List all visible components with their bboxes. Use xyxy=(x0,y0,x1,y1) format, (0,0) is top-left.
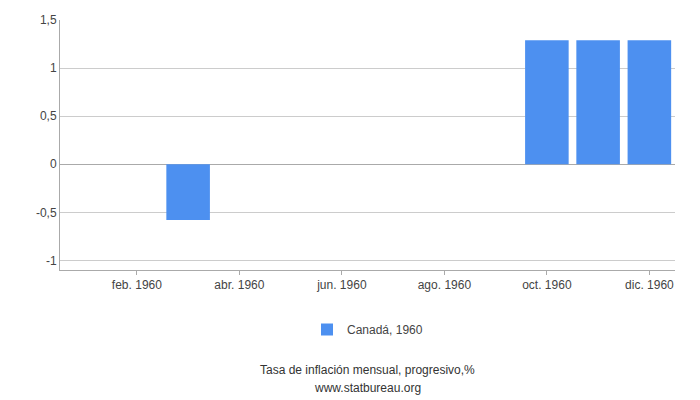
svg-text:-1: -1 xyxy=(46,254,57,268)
svg-text:feb. 1960: feb. 1960 xyxy=(112,278,162,292)
svg-text:jun. 1960: jun. 1960 xyxy=(316,278,367,292)
svg-text:Canadá, 1960: Canadá, 1960 xyxy=(347,323,423,337)
svg-text:dic. 1960: dic. 1960 xyxy=(625,278,674,292)
svg-text:1,5: 1,5 xyxy=(40,13,57,27)
svg-text:oct. 1960: oct. 1960 xyxy=(522,278,572,292)
svg-text:-0,5: -0,5 xyxy=(36,206,57,220)
svg-text:abr. 1960: abr. 1960 xyxy=(214,278,264,292)
svg-text:ago. 1960: ago. 1960 xyxy=(418,278,472,292)
svg-text:0,5: 0,5 xyxy=(40,109,57,123)
svg-text:0: 0 xyxy=(50,157,57,171)
svg-text:1: 1 xyxy=(50,61,57,75)
svg-text:Tasa de inflación mensual, pro: Tasa de inflación mensual, progresivo,% xyxy=(260,363,475,377)
svg-text:www.statbureau.org: www.statbureau.org xyxy=(314,381,421,395)
